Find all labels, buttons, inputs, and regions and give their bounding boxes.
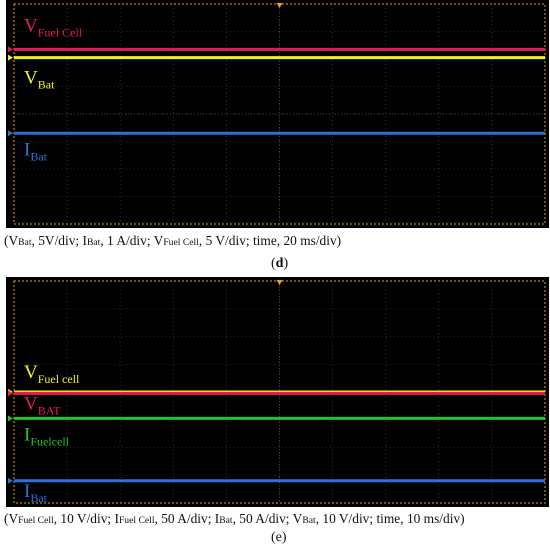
- caption-subscript: Bat: [219, 515, 233, 526]
- caption-text: V: [292, 511, 303, 526]
- channel-marker-icon: [8, 46, 13, 53]
- channel-marker-icon: [8, 477, 13, 484]
- trace-label: IFuelcell: [24, 424, 70, 448]
- trigger-marker-icon: [276, 3, 283, 8]
- channel-marker-icon: [8, 415, 13, 422]
- caption-text: , 50 A/div;: [232, 511, 293, 526]
- trace-label: IBat: [24, 481, 48, 505]
- caption-subscript: Fuel Cell: [118, 515, 155, 526]
- caption-subscript: Bat: [86, 237, 101, 248]
- caption-text: , 10 V/div;: [53, 511, 115, 526]
- caption-text: I: [214, 511, 220, 526]
- caption-text: , 5V/div;: [31, 233, 83, 248]
- channel-marker-icon: [8, 54, 13, 61]
- trace-label: VFuel Cell: [24, 15, 83, 39]
- caption-text: (: [4, 233, 9, 248]
- caption-subscript: Bat: [18, 237, 32, 248]
- caption-text: I: [82, 233, 87, 248]
- trace-label: IBat: [24, 139, 48, 163]
- channel-marker-icon: [8, 390, 13, 397]
- caption-text: V: [153, 233, 164, 248]
- trace-label: VFuel cell: [24, 362, 80, 386]
- trace-label: VBat: [24, 68, 55, 92]
- caption-subscript: Fuel Cell: [18, 515, 54, 526]
- trigger-marker-icon: [276, 280, 283, 285]
- caption-subscript: Fuel Cell: [163, 237, 199, 248]
- panel-label-e: (e): [271, 530, 287, 545]
- caption-text: , 50 A/div;: [154, 511, 215, 526]
- oscilloscope-screen-d: VFuel Cell VBat IBat: [6, 0, 549, 228]
- oscilloscope-plot-e: VFuel cell VBAT IFuelcell IBat: [8, 280, 546, 505]
- caption-e: (VFuel Cell, 10 V/div; IFuel Cell, 50 A/…: [4, 511, 465, 527]
- caption-d: (VBat, 5V/div; IBat, 1 A/div; VFuel Cell…: [4, 233, 341, 249]
- caption-text: I: [114, 511, 119, 526]
- caption-text: (: [4, 511, 9, 526]
- caption-text: , 1 A/div;: [100, 233, 154, 248]
- panel-label-d: (d): [271, 256, 289, 271]
- oscilloscope-screen-e: VFuel cell VBAT IFuelcell IBat: [6, 277, 549, 507]
- channel-marker-icon: [8, 130, 13, 137]
- caption-text: V: [8, 233, 19, 248]
- trace-label: VBAT: [24, 393, 61, 417]
- caption-text: , 10 V/div; time, 10 ms/div): [315, 511, 465, 526]
- caption-text: , 5 V/div; time, 20 ms/div): [198, 233, 342, 248]
- caption-subscript: Bat: [302, 515, 316, 526]
- caption-text: V: [8, 511, 19, 526]
- oscilloscope-plot-d: VFuel Cell VBat IBat: [8, 3, 546, 225]
